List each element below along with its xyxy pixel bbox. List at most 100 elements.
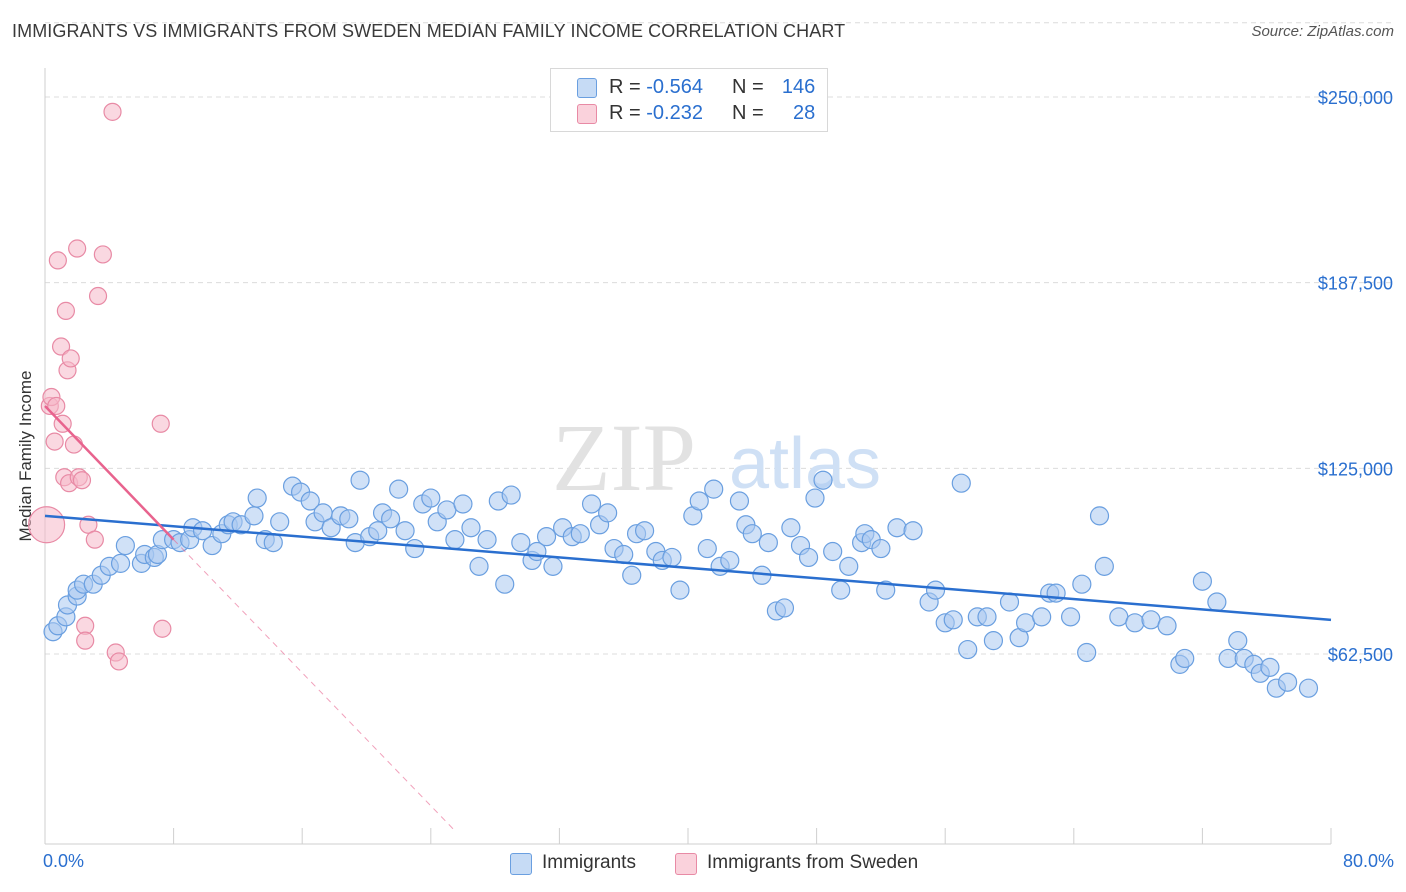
data-point-immigrants	[689, 491, 709, 511]
data-point-immigrants	[1192, 571, 1213, 591]
data-point-sweden	[48, 251, 67, 270]
data-point-immigrants	[405, 538, 425, 559]
data-point-immigrants	[1077, 642, 1097, 663]
data-point-immigrants	[831, 580, 851, 600]
data-point-immigrants	[1125, 613, 1145, 633]
data-point-immigrants	[110, 553, 131, 573]
data-point-immigrants	[598, 503, 618, 523]
legend-label: Immigrants	[542, 852, 636, 873]
data-point-immigrants	[798, 547, 819, 568]
data-point-sweden	[103, 102, 122, 121]
y-tick-labels: $62,500 $125,000 $187,500 $250,000	[1318, 88, 1393, 665]
data-point-immigrants	[1089, 506, 1110, 526]
data-point-sweden	[151, 414, 170, 433]
data-point-immigrants	[381, 509, 401, 529]
trend-lines	[44, 405, 1332, 832]
trend-line-sweden-extension	[173, 539, 456, 832]
data-point-immigrants	[536, 527, 557, 547]
data-point-immigrants	[192, 521, 213, 541]
blue-swatch	[510, 853, 532, 875]
data-point-immigrants	[977, 607, 997, 627]
data-point-immigrants	[300, 491, 320, 511]
data-point-immigrants	[437, 500, 457, 520]
data-point-immigrants	[943, 610, 963, 630]
axes	[44, 68, 1332, 845]
data-point-sweden	[76, 631, 95, 650]
data-point-immigrants	[1046, 583, 1066, 603]
data-point-immigrants	[758, 532, 778, 553]
y-tick-label: $62,500	[1328, 645, 1393, 665]
data-point-sweden	[51, 337, 71, 356]
data-point-immigrants	[958, 639, 978, 660]
data-point-immigrants	[389, 479, 409, 499]
n-label: N =	[732, 102, 764, 124]
r-value: -0.564	[646, 76, 703, 98]
data-point-sweden	[61, 349, 80, 368]
n-value: 28	[793, 102, 816, 124]
data-point-immigrants	[614, 544, 634, 565]
sweden-points	[28, 102, 172, 671]
data-point-immigrants	[729, 491, 750, 511]
data-point-sweden	[72, 471, 92, 490]
legend-label: Immigrants from Sweden	[707, 852, 919, 873]
immigrants-points	[43, 470, 1319, 698]
data-point-immigrants	[774, 598, 795, 618]
data-point-immigrants	[115, 535, 135, 556]
data-point-sweden	[88, 286, 108, 306]
blue-swatch	[577, 78, 597, 98]
data-point-sweden	[64, 435, 84, 454]
data-point-immigrants	[813, 470, 833, 490]
y-tick-label: $250,000	[1318, 88, 1393, 108]
data-point-immigrants	[1228, 631, 1248, 651]
data-point-immigrants	[999, 592, 1020, 612]
data-point-immigrants	[350, 470, 370, 490]
data-point-immigrants	[1298, 678, 1319, 698]
data-point-immigrants	[1094, 556, 1114, 576]
data-point-immigrants	[395, 521, 415, 541]
data-point-immigrants	[983, 631, 1004, 651]
r-value: -0.232	[646, 102, 703, 124]
data-point-immigrants	[244, 506, 264, 526]
data-point-immigrants	[445, 530, 465, 550]
data-point-immigrants	[270, 512, 290, 532]
data-point-immigrants	[697, 538, 717, 559]
series-legend: Immigrants Immigrants from Sweden	[0, 851, 1406, 877]
data-point-immigrants	[1207, 592, 1227, 612]
data-point-immigrants	[662, 547, 682, 568]
data-point-immigrants	[1141, 610, 1161, 630]
data-point-sweden	[68, 239, 87, 258]
data-point-sweden	[56, 301, 75, 320]
data-point-immigrants	[581, 494, 602, 514]
data-point-immigrants	[543, 556, 563, 576]
data-point-immigrants	[925, 580, 946, 600]
data-point-immigrants	[453, 494, 473, 514]
data-point-immigrants	[501, 485, 521, 505]
data-point-immigrants	[951, 473, 971, 493]
pink-swatch	[675, 853, 697, 875]
data-point-immigrants	[570, 524, 590, 544]
data-point-immigrants	[634, 521, 655, 541]
data-point-immigrants	[495, 574, 515, 594]
data-point-sweden	[93, 245, 112, 264]
data-point-immigrants	[903, 521, 923, 541]
data-point-immigrants	[720, 550, 740, 571]
data-point-immigrants	[622, 565, 642, 585]
n-value: 146	[781, 76, 816, 98]
data-point-immigrants	[876, 580, 896, 600]
data-point-sweden	[109, 652, 129, 671]
watermark: ZIP atlas	[552, 404, 881, 511]
data-point-immigrants	[247, 488, 267, 508]
chart-title: IMMIGRANTS VS IMMIGRANTS FROM SWEDEN MED…	[12, 21, 846, 41]
n-label: N =	[732, 76, 764, 98]
data-point-immigrants	[781, 518, 801, 538]
data-point-sweden	[45, 432, 64, 451]
data-point-immigrants	[742, 524, 762, 544]
data-point-immigrants	[421, 488, 441, 508]
watermark-atlas: atlas	[729, 424, 881, 504]
y-tick-label: $187,500	[1318, 274, 1393, 294]
data-point-immigrants	[839, 556, 859, 576]
y-tick-label: $125,000	[1318, 459, 1393, 479]
data-point-immigrants	[1072, 574, 1092, 594]
data-point-immigrants	[1060, 607, 1081, 627]
